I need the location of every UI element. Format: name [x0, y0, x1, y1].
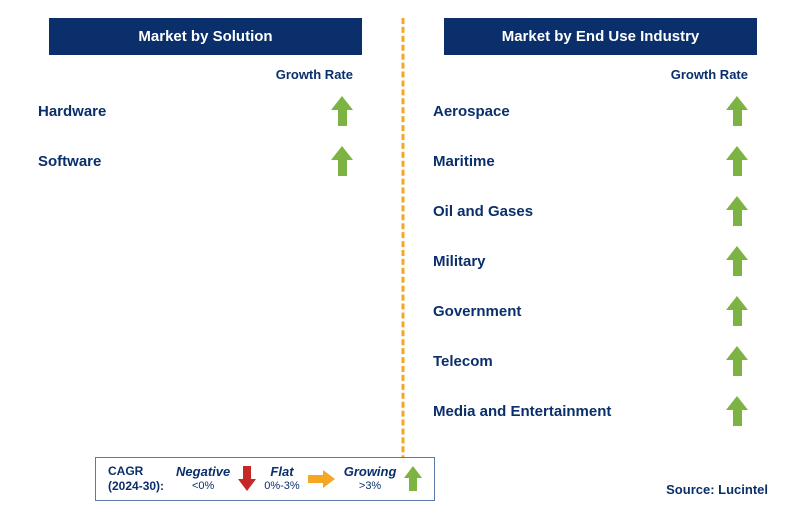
legend-cagr-line2: (2024-30): [108, 479, 164, 494]
arrow-up-icon [726, 296, 748, 326]
segment-label: Telecom [433, 353, 493, 370]
legend-cagr-label: CAGR (2024-30): [108, 464, 164, 494]
segment-row: Maritime [423, 146, 778, 176]
segment-row: Oil and Gases [423, 196, 778, 226]
cagr-legend: CAGR (2024-30): Negative <0% Flat 0%-3% … [95, 457, 435, 501]
segment-row: Government [423, 296, 778, 326]
arrow-up-icon [726, 96, 748, 126]
arrow-up-icon [726, 246, 748, 276]
segment-label: Oil and Gases [433, 203, 533, 220]
left-growth-label: Growth Rate [28, 67, 383, 82]
segment-label: Media and Entertainment [433, 403, 611, 420]
arrow-up-icon [404, 466, 422, 492]
source-label: Source: Lucintel [666, 482, 768, 497]
arrow-up-icon [726, 196, 748, 226]
arrow-up-icon [726, 396, 748, 426]
segment-row: Software [28, 146, 383, 176]
legend-flat: Flat 0%-3% [264, 464, 299, 494]
arrow-up-icon [331, 96, 353, 126]
legend-negative: Negative <0% [176, 464, 230, 494]
arrow-right-icon [308, 470, 336, 488]
arrow-up-icon [331, 146, 353, 176]
segment-label: Aerospace [433, 103, 510, 120]
legend-growing: Growing >3% [344, 464, 397, 494]
legend-cagr-line1: CAGR [108, 464, 164, 479]
segment-row: Military [423, 246, 778, 276]
left-items-list: Hardware Software [28, 96, 383, 176]
segment-label: Hardware [38, 103, 106, 120]
arrow-down-icon [238, 466, 256, 492]
legend-growing-title: Growing [344, 464, 397, 480]
legend-negative-range: <0% [192, 480, 214, 494]
segment-label: Software [38, 153, 101, 170]
left-panel: Market by Solution Growth Rate Hardware S… [28, 18, 403, 458]
segment-row: Telecom [423, 346, 778, 376]
segment-label: Military [433, 253, 486, 270]
right-growth-label: Growth Rate [423, 67, 778, 82]
segment-row: Hardware [28, 96, 383, 126]
panels-container: Market by Solution Growth Rate Hardware S… [28, 18, 778, 458]
legend-flat-range: 0%-3% [264, 480, 299, 494]
segment-row: Aerospace [423, 96, 778, 126]
arrow-up-icon [726, 146, 748, 176]
right-panel-title: Market by End Use Industry [444, 18, 756, 55]
arrow-up-icon [726, 346, 748, 376]
right-items-list: Aerospace Maritime Oil and Gases Military Go… [423, 96, 778, 426]
segment-row: Media and Entertainment [423, 396, 778, 426]
segment-label: Government [433, 303, 521, 320]
legend-negative-title: Negative [176, 464, 230, 480]
left-panel-title: Market by Solution [49, 18, 361, 55]
legend-growing-range: >3% [359, 480, 381, 494]
legend-flat-title: Flat [270, 464, 293, 480]
right-panel: Market by End Use Industry Growth Rate A… [403, 18, 778, 458]
segment-label: Maritime [433, 153, 495, 170]
